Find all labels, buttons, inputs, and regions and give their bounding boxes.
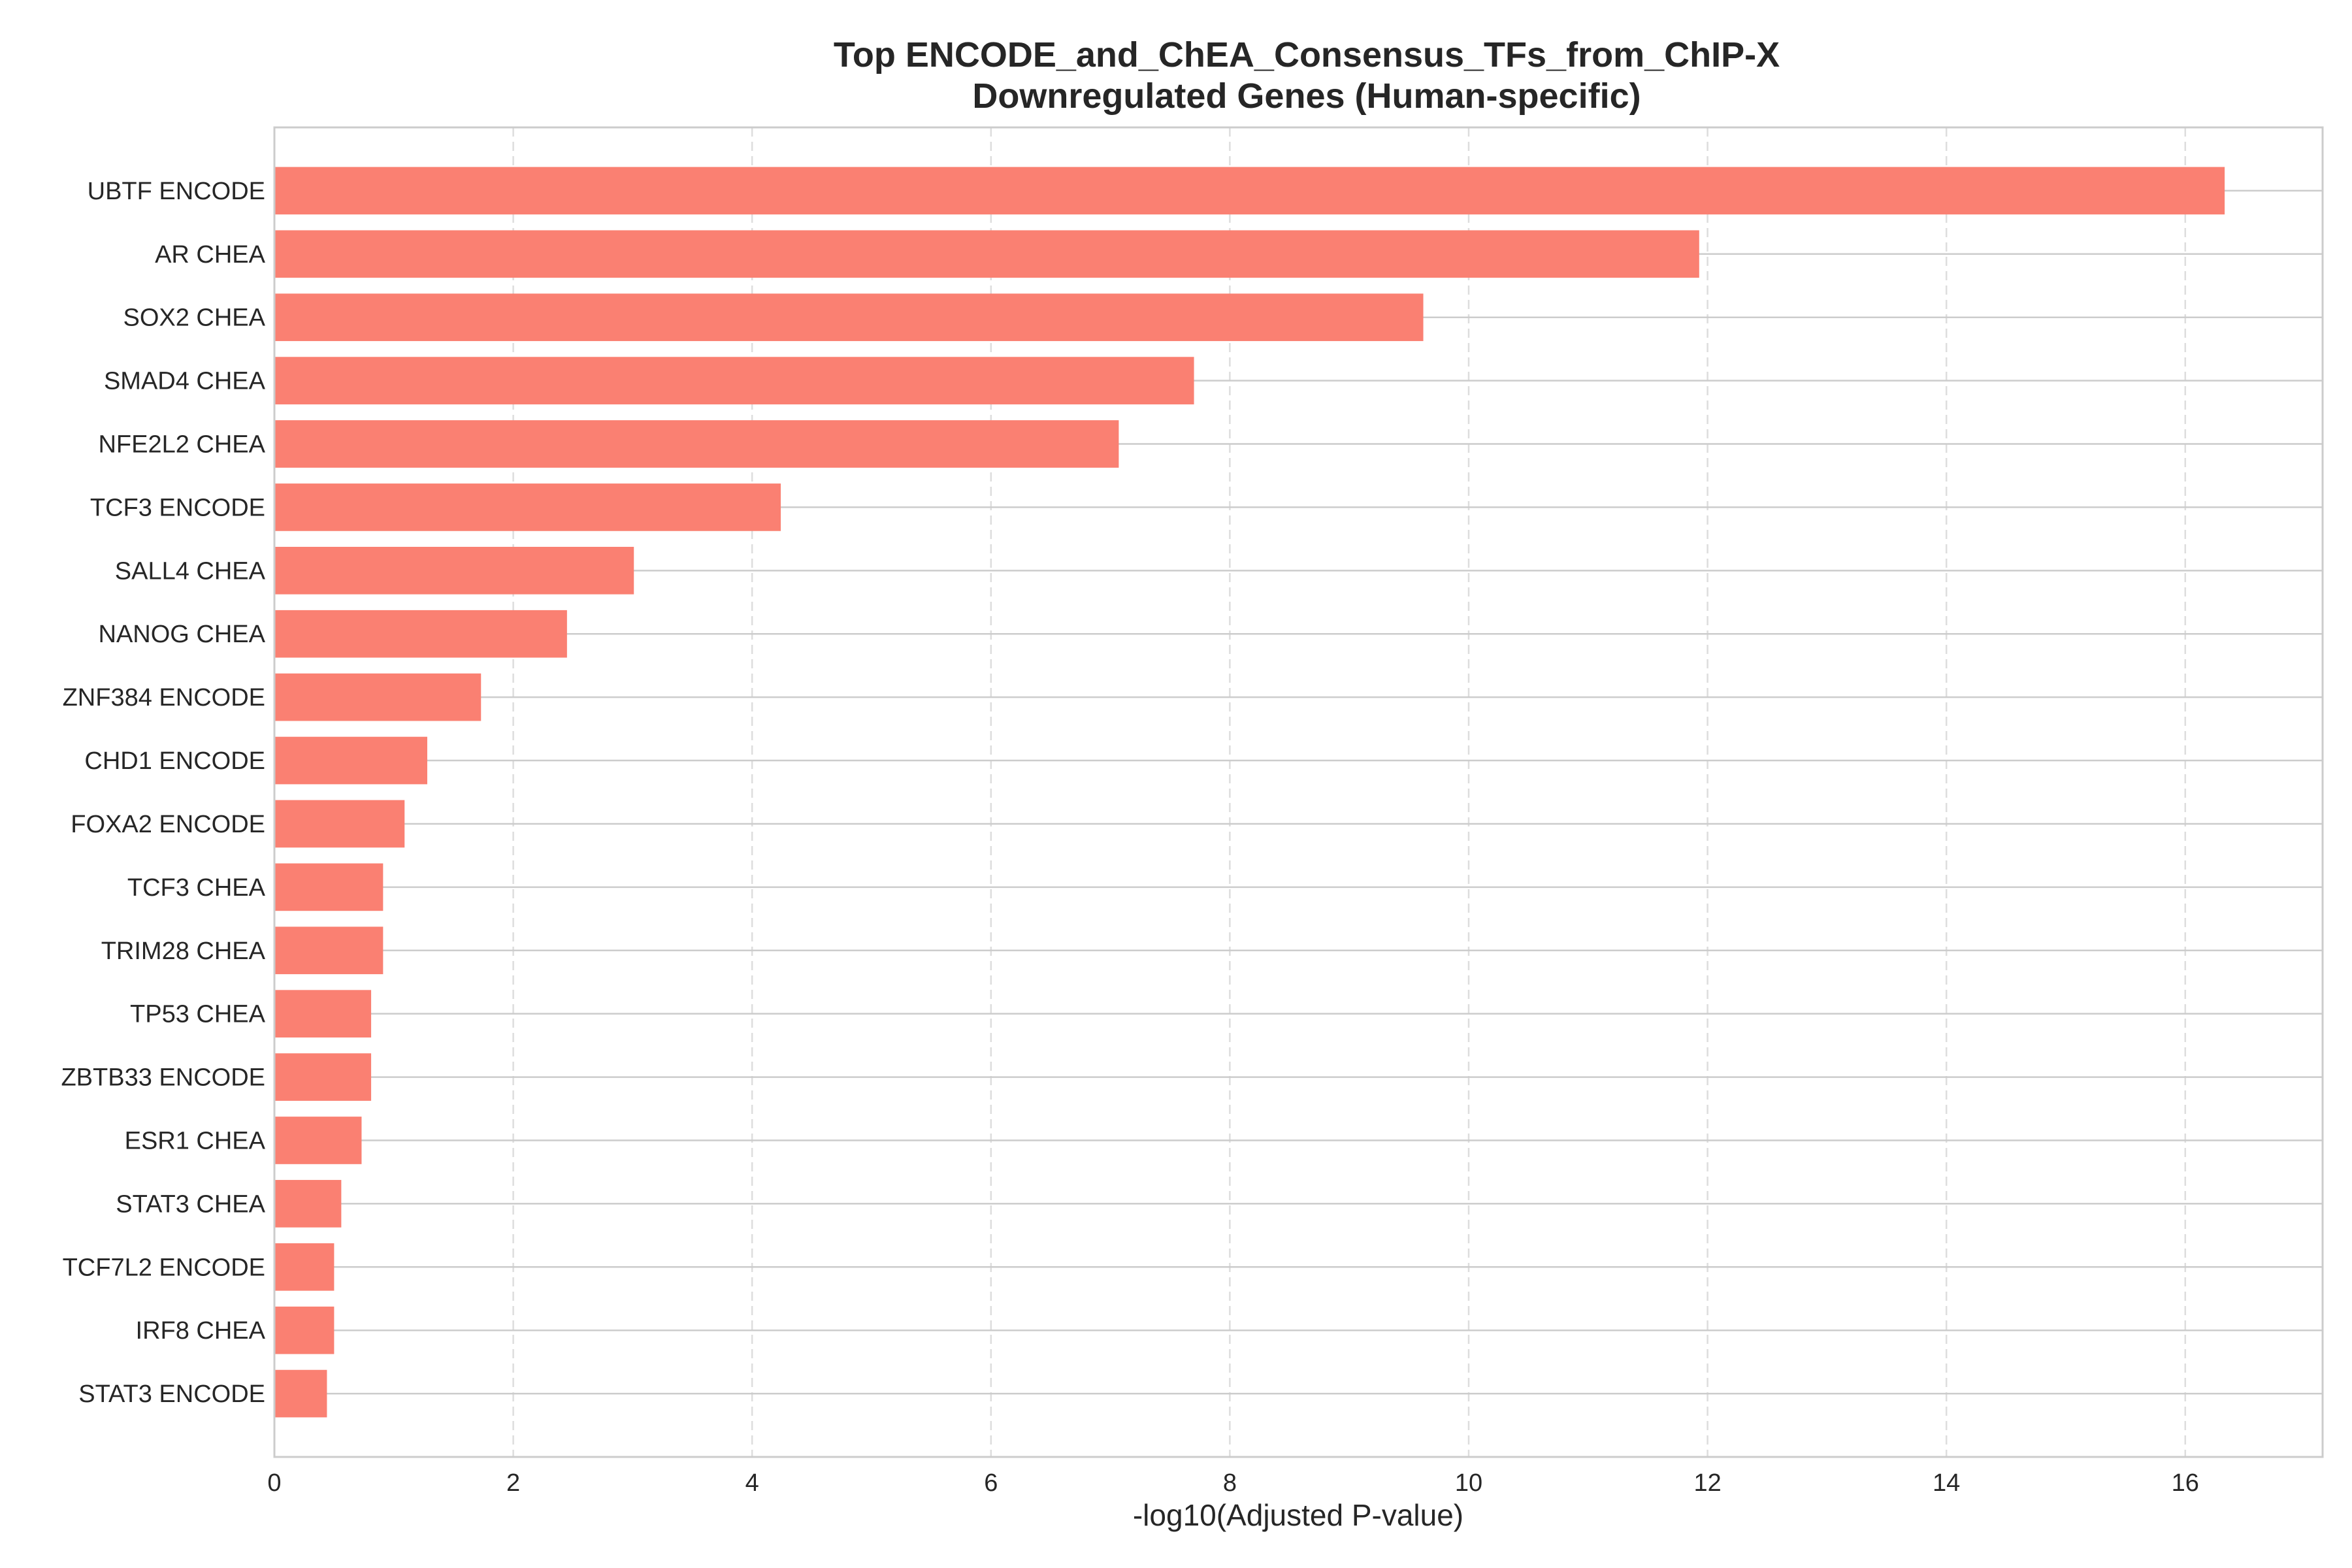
bar (274, 167, 2225, 215)
y-tick-label: TCF3 CHEA (127, 874, 266, 902)
x-tick-label: 8 (1223, 1469, 1237, 1497)
y-tick-label: TCF3 ENCODE (90, 494, 265, 521)
bar (274, 800, 405, 848)
y-tick-label: TP53 CHEA (130, 1001, 266, 1028)
y-tick-label: ESR1 CHEA (125, 1127, 266, 1154)
y-tick-label: CHD1 ENCODE (84, 747, 265, 775)
y-tick-label: AR CHEA (155, 241, 266, 269)
x-tick-label: 14 (1933, 1469, 1960, 1497)
bar (274, 1243, 335, 1291)
plot-frame (273, 126, 2324, 1458)
y-tick-label: NANOG CHEA (99, 621, 266, 648)
bar (274, 230, 1699, 278)
bar (274, 1053, 372, 1101)
x-tick-label: 16 (2172, 1469, 2199, 1497)
y-tick-label: TCF7L2 ENCODE (63, 1254, 265, 1281)
y-tick-label: STAT3 ENCODE (78, 1380, 265, 1408)
y-tick-label: SOX2 CHEA (123, 304, 265, 332)
bar (274, 1369, 327, 1418)
bar (274, 1306, 335, 1354)
bar (274, 863, 384, 911)
bar (274, 673, 482, 721)
bar (274, 990, 372, 1038)
y-tick-label: SMAD4 CHEA (104, 368, 266, 395)
bars (274, 167, 2225, 1418)
y-tick-label: STAT3 CHEA (116, 1190, 265, 1218)
y-tick-labels: UBTF ENCODE AR CHEA SOX2 CHEA SMAD4 CHEA NFE… (61, 178, 265, 1408)
bar (274, 736, 427, 785)
y-tick-label: SALL4 CHEA (115, 557, 266, 585)
chart-title: Top ENCODE_and_ChEA_Consensus_TFs_from_C… (834, 35, 1780, 74)
bar (274, 1117, 362, 1164)
bar (274, 610, 567, 658)
x-tick-label: 0 (267, 1469, 281, 1497)
bar (274, 546, 634, 595)
y-tick-label: UBTF ENCODE (88, 178, 265, 205)
x-tick-label: 4 (745, 1469, 759, 1497)
x-tick-label: 12 (1693, 1469, 1721, 1497)
y-tick-label: ZBTB33 ENCODE (61, 1064, 265, 1092)
y-tick-label: ZNF384 ENCODE (63, 684, 265, 711)
bar (274, 1180, 342, 1228)
x-axis-label: -log10(Adjusted P-value) (1133, 1498, 1463, 1532)
bar (274, 483, 781, 531)
bar (274, 293, 1424, 342)
y-tick-label: NFE2L2 CHEA (98, 431, 265, 459)
y-tick-label: FOXA2 ENCODE (71, 811, 265, 838)
y-tick-label: IRF8 CHEA (136, 1317, 266, 1345)
bar (274, 420, 1119, 468)
x-tick-label: 10 (1455, 1469, 1482, 1497)
y-tick-label: TRIM28 CHEA (101, 938, 266, 965)
chart-subtitle: Downregulated Genes (Human-specific) (972, 76, 1641, 116)
bar (274, 926, 384, 975)
x-tick-label: 6 (984, 1469, 998, 1497)
bar (274, 357, 1194, 404)
x-tick-labels: 0 2 4 6 8 10 12 14 16 (267, 1469, 2198, 1497)
x-tick-label: 2 (506, 1469, 520, 1497)
